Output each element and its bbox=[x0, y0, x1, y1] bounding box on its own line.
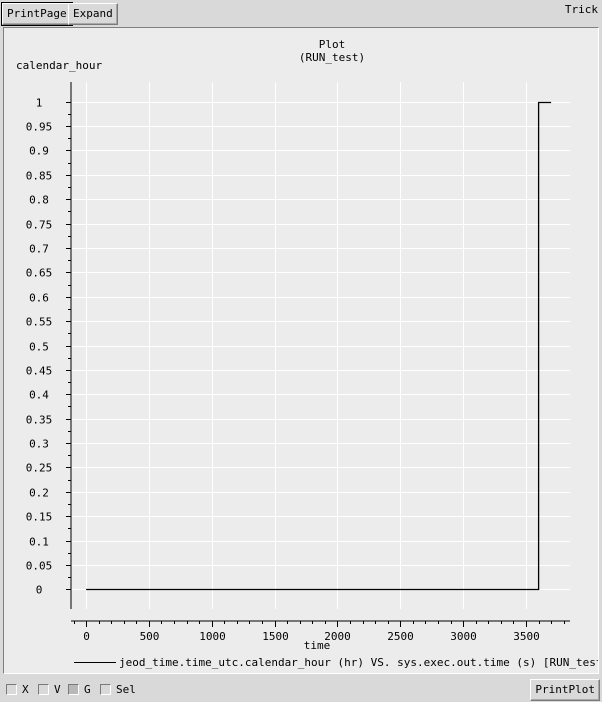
chart-subtitle: (RUN_test) bbox=[299, 51, 365, 64]
x-tick-label: 2500 bbox=[387, 630, 414, 643]
x-tick-label: 2000 bbox=[324, 630, 351, 643]
legend: jeod_time.time_utc.calendar_hour (hr) VS… bbox=[74, 656, 598, 669]
y-tick-label: 0.5 bbox=[29, 341, 49, 354]
plot-panel: Plot (RUN_test) calendar_hour time 0 0.05… bbox=[3, 27, 599, 674]
y-axis-label: calendar_hour bbox=[16, 59, 102, 72]
x-tick-label: 0 bbox=[83, 630, 90, 643]
x-axis-label: time bbox=[304, 639, 331, 652]
x-tick-label: 3000 bbox=[450, 630, 477, 643]
chart-title: Plot bbox=[319, 38, 346, 51]
checkbox-g-label: G bbox=[84, 683, 91, 696]
grid-lines bbox=[72, 82, 570, 609]
y-tick-label: 0.2 bbox=[29, 487, 49, 500]
x-axis: 0 500 1000 1500 2000 2500 3000 3500 bbox=[71, 620, 570, 643]
legend-label: jeod_time.time_utc.calendar_hour (hr) VS… bbox=[119, 656, 598, 669]
checkbox-v-label: V bbox=[54, 683, 61, 696]
y-tick-label: 0.05 bbox=[26, 560, 53, 573]
y-axis: 0 0.05 0.1 0.15 0.2 0.25 0.3 0.35 0.4 0.45 0.5 0.55… bbox=[26, 82, 72, 609]
checkbox-sel[interactable]: Sel bbox=[100, 683, 136, 696]
y-tick-label: 0.1 bbox=[29, 536, 49, 549]
series-line-0 bbox=[86, 101, 552, 591]
y-tick-label: 0.9 bbox=[29, 145, 49, 158]
checkbox-x[interactable]: X bbox=[6, 683, 29, 696]
checkbox-g-box[interactable] bbox=[68, 684, 79, 695]
app-name-label: Trick bbox=[564, 3, 598, 16]
y-tick-label: 0.75 bbox=[26, 219, 53, 232]
y-tick-label: 0.8 bbox=[29, 194, 49, 207]
print-page-button[interactable]: PrintPage bbox=[1, 2, 73, 26]
y-tick-label: 0.35 bbox=[26, 414, 53, 427]
checkbox-x-box[interactable] bbox=[6, 684, 17, 695]
x-tick-label: 3500 bbox=[513, 630, 540, 643]
y-tick-label: 0.95 bbox=[26, 121, 53, 134]
expand-button[interactable]: Expand bbox=[68, 3, 118, 25]
x-tick-label: 1000 bbox=[199, 630, 226, 643]
y-tick-label: 0.45 bbox=[26, 365, 53, 378]
checkbox-sel-label: Sel bbox=[116, 683, 136, 696]
y-tick-label: 0.7 bbox=[29, 243, 49, 256]
bottom-bar: X V G Sel PrintPlot bbox=[0, 676, 602, 702]
chart[interactable]: Plot (RUN_test) calendar_hour time 0 0.05… bbox=[4, 28, 598, 673]
y-tick-label: 0.4 bbox=[29, 389, 49, 402]
plot-area bbox=[71, 82, 570, 609]
checkbox-v-box[interactable] bbox=[38, 684, 49, 695]
y-tick-label: 0.3 bbox=[29, 438, 49, 451]
y-tick-label: 0.65 bbox=[26, 267, 53, 280]
checkbox-x-label: X bbox=[22, 683, 29, 696]
checkbox-sel-box[interactable] bbox=[100, 684, 111, 695]
x-tick-label: 1500 bbox=[262, 630, 289, 643]
y-tick-label: 1 bbox=[36, 97, 43, 110]
series-group bbox=[86, 101, 552, 591]
x-tick-label: 500 bbox=[140, 630, 160, 643]
checkbox-v[interactable]: V bbox=[38, 683, 61, 696]
y-tick-label: 0.25 bbox=[26, 462, 53, 475]
y-tick-label: 0 bbox=[36, 584, 43, 597]
y-tick-label: 0.6 bbox=[29, 292, 49, 305]
toolbar: PrintPage Expand Trick bbox=[0, 0, 602, 26]
y-tick-label: 0.55 bbox=[26, 316, 53, 329]
y-tick-label: 0.85 bbox=[26, 170, 53, 183]
y-tick-label: 0.15 bbox=[26, 511, 53, 524]
checkbox-g[interactable]: G bbox=[68, 683, 91, 696]
print-plot-button[interactable]: PrintPlot bbox=[530, 679, 600, 701]
